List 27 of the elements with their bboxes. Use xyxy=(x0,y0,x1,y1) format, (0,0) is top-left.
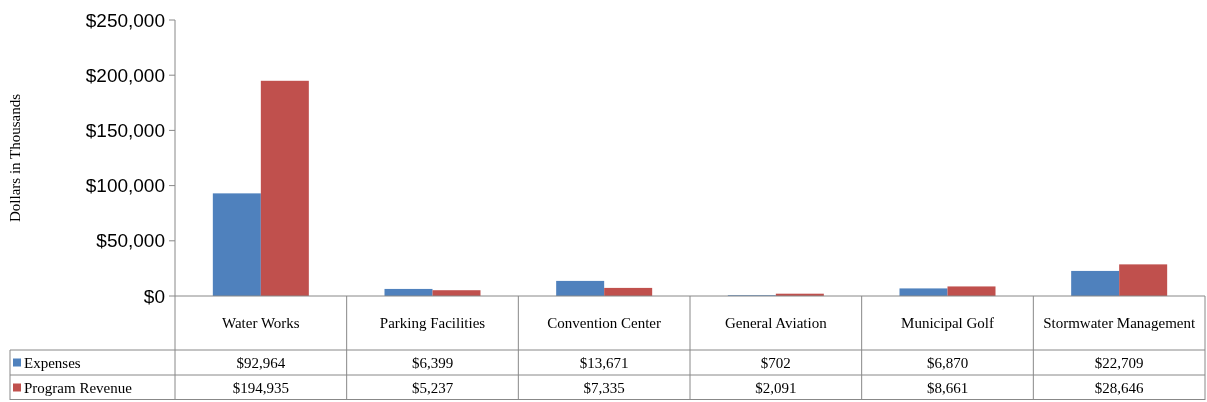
x-tick-label: Water Works xyxy=(221,315,300,332)
data-label: $702 xyxy=(760,354,791,371)
y-tick-label: $0 xyxy=(143,285,165,307)
x-tick-label: General Aviation xyxy=(724,315,828,332)
data-label: $6,870 xyxy=(926,354,969,371)
x-tick-label: Municipal Golf xyxy=(901,315,994,332)
x-tick-label: Stormwater Management xyxy=(1043,315,1197,332)
data-label: $7,335 xyxy=(583,379,625,396)
data-label: $92,964 xyxy=(236,354,286,371)
data-label: $2,091 xyxy=(755,379,797,396)
y-tick-label: $200,000 xyxy=(85,64,165,86)
data-label: $8,661 xyxy=(926,379,969,396)
legend-label: Program Revenue xyxy=(24,379,133,396)
data-label: $28,646 xyxy=(1094,379,1145,396)
x-tick-label: Parking Facilities xyxy=(379,315,486,332)
data-label: $13,671 xyxy=(579,354,629,371)
y-tick-label: $100,000 xyxy=(85,175,165,197)
y-tick-label: $250,000 xyxy=(85,9,165,31)
y-tick-label: $50,000 xyxy=(96,230,165,252)
data-label: $5,237 xyxy=(411,379,454,396)
y-axis-title: Dollars in Thousands xyxy=(7,93,23,223)
y-tick-label: $150,000 xyxy=(85,120,165,142)
data-label: $6,399 xyxy=(411,354,454,371)
data-label: $194,935 xyxy=(232,379,289,396)
x-tick-label: Convention Center xyxy=(547,315,662,332)
legend-label: Expenses xyxy=(24,354,81,371)
data-label: $22,709 xyxy=(1094,354,1144,371)
